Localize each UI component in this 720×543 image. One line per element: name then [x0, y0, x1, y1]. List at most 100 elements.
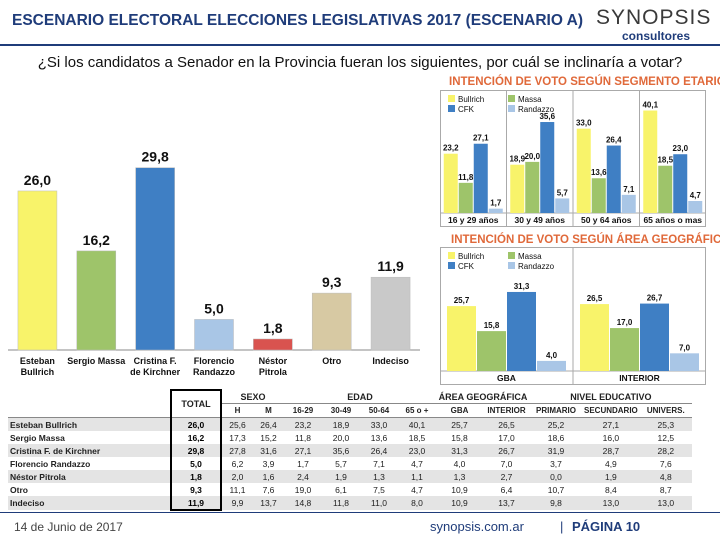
panel-legend: Bullrich Massa CFK Randazzo — [448, 252, 555, 271]
main-category-label: Florencio — [194, 356, 235, 366]
table-cell: 18,9 — [322, 417, 360, 431]
main-bar-value: 16,2 — [83, 232, 110, 248]
table-cell: 28,2 — [639, 444, 692, 457]
legend-swatch — [508, 262, 515, 269]
column-header: 65 o + — [398, 403, 436, 418]
panel-bar — [555, 198, 570, 213]
table-cell: 25,2 — [530, 417, 582, 431]
panel-category-label: 65 años o mas — [643, 215, 702, 225]
table-cell: 19,0 — [284, 483, 322, 496]
column-header: 50-64 — [360, 403, 398, 418]
panel-bar-value: 15,8 — [484, 321, 500, 330]
row-label: Néstor Pitrola — [8, 470, 171, 483]
main-category-label: Bullrich — [21, 367, 55, 377]
table-cell: 10,7 — [530, 483, 582, 496]
table-row: Néstor Pitrola 1,8 2,0 1,6 2,4 1,9 1,3 1,1 1,3 2,… — [8, 470, 692, 483]
table-cell: 9,8 — [530, 496, 582, 510]
table-cell: 25,6 — [221, 417, 253, 431]
panel-category-label: GBA — [497, 373, 516, 383]
table-cell: 27,1 — [284, 444, 322, 457]
row-label: Cristina F. de Kirchner — [8, 444, 171, 457]
table-cell: 1,9 — [582, 470, 640, 483]
column-header: PRIMARIO — [530, 403, 582, 418]
legend-label: Bullrich — [458, 252, 484, 261]
table-cell: 26,5 — [483, 417, 530, 431]
row-total: 26,0 — [170, 417, 222, 431]
table-cell: 7,6 — [253, 483, 284, 496]
main-bar — [194, 319, 234, 351]
table-cell: 16,0 — [582, 431, 640, 444]
main-category-label: Otro — [322, 356, 342, 366]
row-label: Florencio Randazzo — [8, 457, 171, 470]
main-category-label: Randazzo — [193, 367, 236, 377]
panel-bar-value: 33,0 — [576, 119, 592, 128]
group-edad: EDAD — [284, 390, 436, 404]
main-bar-value: 1,8 — [263, 320, 283, 336]
panel-bar — [447, 306, 476, 371]
footer-site: synopsis.com.ar — [430, 519, 524, 534]
panel-bar — [525, 161, 540, 213]
row-total: 5,0 — [170, 457, 222, 470]
panel-bar-value: 31,3 — [514, 282, 530, 291]
group-nivel: NIVEL EDUCATIVO — [530, 390, 692, 404]
panel-bar — [658, 165, 673, 213]
panel-bar — [621, 194, 636, 213]
main-bar-value: 26,0 — [24, 172, 51, 188]
table-cell: 4,0 — [436, 457, 483, 470]
row-total: 29,8 — [170, 444, 222, 457]
main-bar — [17, 190, 58, 351]
table-cell: 17,0 — [483, 431, 530, 444]
panel-category-label: 30 y 49 años — [514, 215, 565, 225]
panel-bar — [458, 182, 473, 213]
panel-legend: Bullrich Massa CFK Randazzo — [448, 95, 555, 114]
table-cell: 35,6 — [322, 444, 360, 457]
table-cell: 10,9 — [436, 483, 483, 496]
table-cell: 31,3 — [436, 444, 483, 457]
table-cell: 1,3 — [360, 470, 398, 483]
table-cell: 28,7 — [582, 444, 640, 457]
table-cell: 7,0 — [483, 457, 530, 470]
main-bar-value: 5,0 — [204, 300, 224, 316]
legend-swatch — [448, 105, 455, 112]
column-header: UNIVERS. — [639, 403, 692, 418]
column-header: 16-29 — [284, 403, 322, 418]
panel-bar — [510, 164, 525, 213]
main-bar-value: 11,9 — [377, 258, 404, 274]
panel-bar-value: 13,6 — [591, 168, 607, 177]
company-logo: SYNOPSIS consultores — [592, 6, 710, 43]
table-cell: 6,1 — [322, 483, 360, 496]
row-label: Sergio Massa — [8, 431, 171, 444]
panel-category-label: 50 y 64 años — [581, 215, 632, 225]
table-cell: 13,0 — [639, 496, 692, 510]
column-header: SECUNDARIO — [582, 403, 640, 418]
column-header: M — [253, 403, 284, 418]
legend-swatch — [508, 252, 515, 259]
table-cell: 6,4 — [483, 483, 530, 496]
age-segment-chart: 23,2 11,8 27,1 1,7 16 y 29 años 18,9 20,0 35,6 5… — [440, 90, 706, 227]
table-cell: 10,9 — [436, 496, 483, 510]
panel-bar-value: 27,1 — [473, 134, 489, 143]
table-cell: 1,3 — [436, 470, 483, 483]
table-cell: 11,8 — [284, 431, 322, 444]
table-row: Cristina F. de Kirchner 29,8 27,8 31,6 27,1 3… — [8, 444, 692, 457]
table-cell: 26,4 — [253, 417, 284, 431]
panel-bar-value: 7,0 — [679, 343, 691, 352]
panel-bar-value: 1,7 — [490, 199, 502, 208]
page-number: PÁGINA 10 — [572, 519, 641, 534]
table-group-header: TOTAL SEXO EDAD ÁREA GEOGRÁFICA NIVEL ED… — [8, 389, 692, 418]
panel-bar — [507, 291, 536, 371]
panel-bar — [576, 128, 591, 213]
panel-bar — [488, 208, 503, 213]
table-cell: 8,7 — [639, 483, 692, 496]
panel-bar — [610, 328, 639, 371]
table-cell: 18,5 — [398, 431, 436, 444]
row-total: 9,3 — [170, 483, 222, 496]
footer: 14 de Junio de 2017 synopsis.com.ar | PÁ… — [0, 512, 720, 543]
total-header: TOTAL — [170, 389, 222, 418]
table-cell: 1,1 — [398, 470, 436, 483]
main-bar — [370, 276, 411, 351]
header-band: ESCENARIO ELECTORAL ELECCIONES LEGISLATI… — [0, 0, 720, 46]
panel-bar-value: 23,0 — [672, 144, 688, 153]
table-cell: 4,8 — [639, 470, 692, 483]
